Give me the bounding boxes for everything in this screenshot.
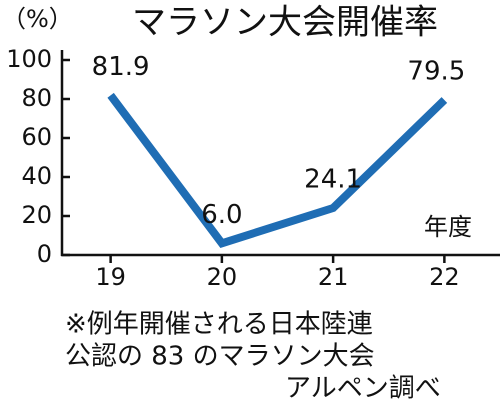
- x-tick-label: 22: [429, 263, 460, 291]
- chart-title: マラソン大会開催率: [132, 3, 438, 43]
- value-label: 6.0: [201, 200, 242, 230]
- x-tick-label: 19: [95, 263, 126, 291]
- y-tick-label: 20: [21, 201, 52, 229]
- value-label: 79.5: [407, 56, 465, 86]
- note: アルペン調べ: [285, 374, 441, 404]
- x-label: 年度: [424, 213, 472, 241]
- note: 公認の 83 のマラソン大会: [65, 342, 375, 372]
- note: ※例年開催される日本陸連: [65, 310, 373, 340]
- y-tick-label: 0: [37, 240, 52, 268]
- y-tick-label: 80: [21, 84, 52, 112]
- value-label: 81.9: [92, 52, 150, 82]
- x-tick-label: 20: [207, 263, 238, 291]
- x-tick-label: 21: [318, 263, 349, 291]
- y-tick-label: 40: [21, 162, 52, 190]
- line: [107, 92, 448, 248]
- y-unit: （%）: [2, 5, 73, 33]
- y-tick-label: 60: [21, 123, 52, 151]
- y-tick-label: 100: [6, 45, 52, 73]
- value-label: 24.1: [304, 165, 362, 195]
